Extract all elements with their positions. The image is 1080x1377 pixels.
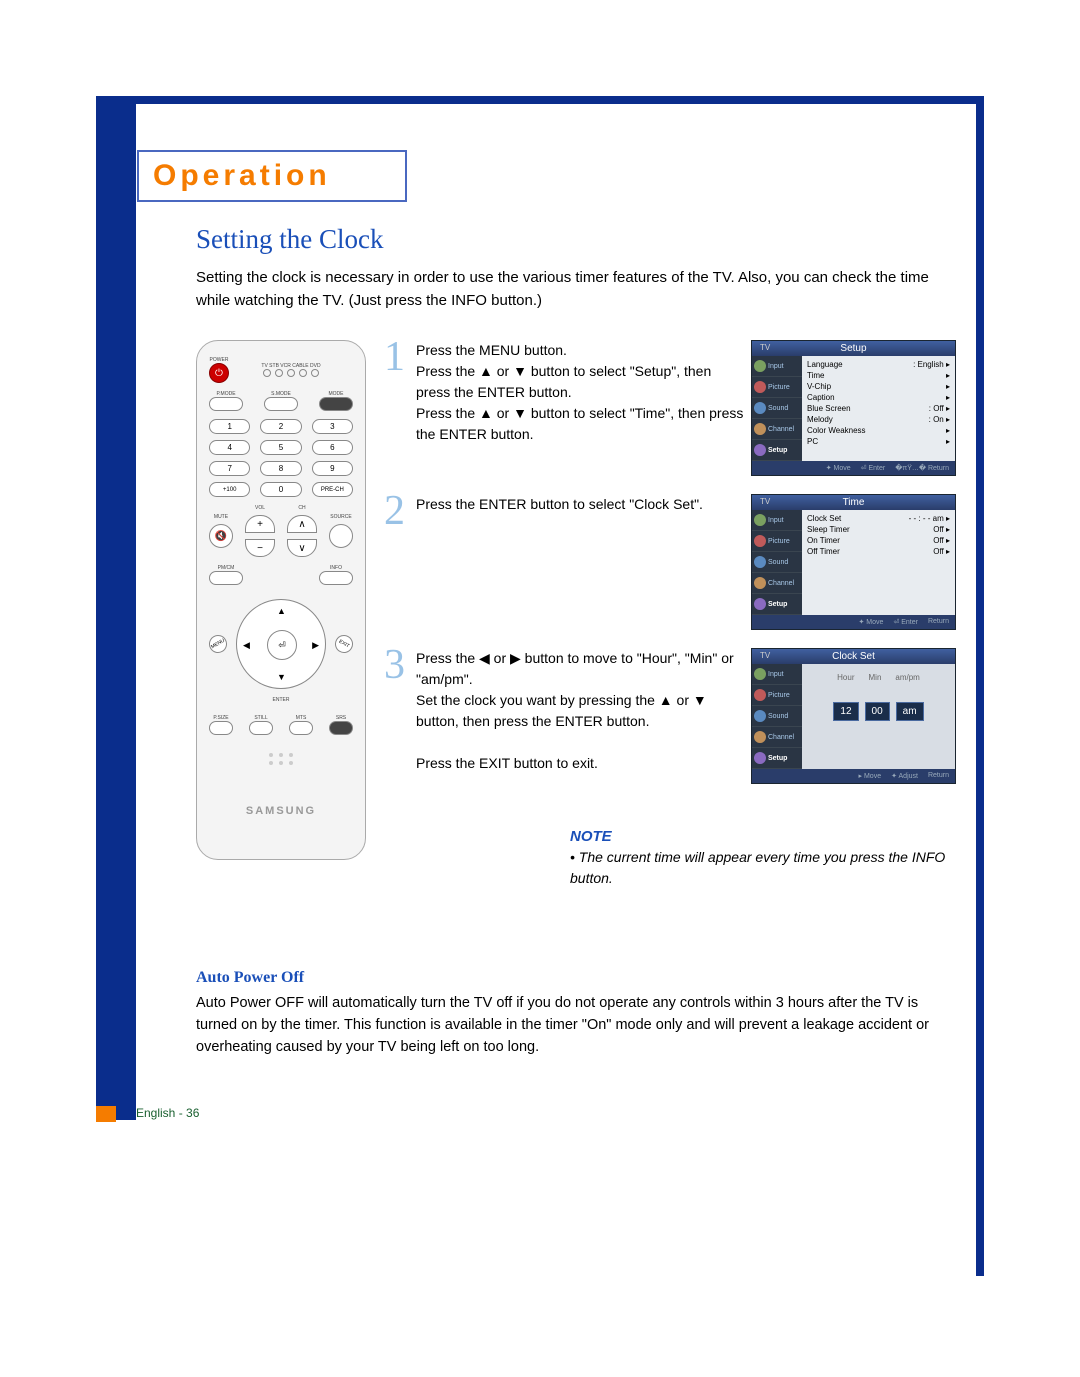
content: Setting the Clock Setting the clock is n… [196, 224, 956, 1058]
remote-illustration: POWER ⏻ TV STB VCR CABLE DVD P.MODE S.MO… [196, 340, 366, 860]
clock-set-values: 12 00 am [807, 682, 950, 741]
page: Operation Setting the Clock Setting the … [0, 0, 1080, 1377]
power-button-icon: ⏻ [209, 363, 229, 383]
section-intro: Setting the clock is necessary in order … [196, 267, 956, 312]
auto-power-off-text: Auto Power OFF will automatically turn t… [196, 993, 956, 1058]
step-text: Press the ENTER button to select "Clock … [416, 494, 745, 515]
step-number: 1 [384, 340, 410, 376]
osd-setup-list: Language: English ▸ Time▸ V-Chip▸ Captio… [802, 356, 955, 461]
osd-time-list: Clock Set- - : - - am ▸ Sleep TimerOff ▸… [802, 510, 955, 615]
step-3: 3 Press the ◀ or ▶ button to move to "Ho… [384, 648, 956, 784]
steps-column: 1 Press the MENU button. Press the ▲ or … [384, 340, 956, 889]
step-1: 1 Press the MENU button. Press the ▲ or … [384, 340, 956, 476]
osd-setup: TVSetup Input Picture Sound Channel Setu… [751, 340, 956, 476]
note-heading: NOTE [570, 828, 956, 845]
chapter-tab: Operation [137, 150, 407, 202]
mute-icon: 🔇 [209, 524, 233, 548]
step-number: 2 [384, 494, 410, 530]
chapter-title: Operation [153, 159, 331, 193]
brand-logo: SAMSUNG [209, 805, 353, 817]
step-number: 3 [384, 648, 410, 684]
number-pad: 123 456 789 +1000PRE-CH [209, 419, 353, 497]
blue-sidebar [96, 96, 136, 1120]
osd-time: TVTime Input Picture Sound Channel Setup… [751, 494, 956, 630]
exit-button: EXIT [332, 632, 357, 657]
osd-clock-set: TVClock Set Input Picture Sound Channel … [751, 648, 956, 784]
orange-marker [96, 1106, 116, 1122]
auto-power-off-heading: Auto Power Off [196, 969, 956, 987]
page-number: English - 36 [136, 1106, 199, 1120]
power-label: POWER [209, 357, 229, 363]
step-2: 2 Press the ENTER button to select "Cloc… [384, 494, 956, 630]
menu-button: MENU [206, 632, 231, 657]
step-text: Press the MENU button. Press the ▲ or ▼ … [416, 340, 745, 445]
step-text: Press the ◀ or ▶ button to move to "Hour… [416, 648, 745, 774]
dpad: ▲▼◀▶ ⏎ [236, 599, 326, 689]
main-row: POWER ⏻ TV STB VCR CABLE DVD P.MODE S.MO… [196, 340, 956, 889]
note-text: • The current time will appear every tim… [570, 847, 956, 889]
section-title: Setting the Clock [196, 224, 956, 255]
